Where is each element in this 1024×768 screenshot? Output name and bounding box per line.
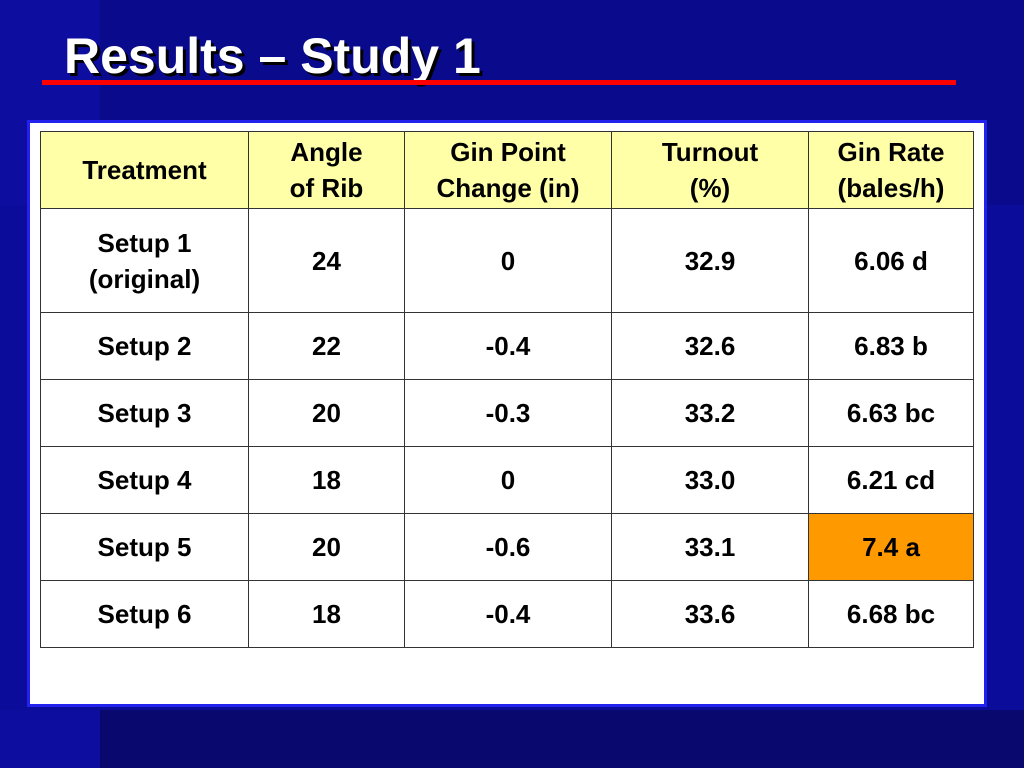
table-row: Setup 3 20 -0.3 33.2 6.63 bc (40, 379, 974, 447)
cell-angle: 18 (248, 580, 405, 648)
header-gin-point-change-label: Gin Point Change (in) (436, 137, 580, 203)
cell-gin-rate: 6.83 b (808, 312, 974, 380)
cell-turnout: 33.6 (611, 580, 809, 648)
title-underline (42, 80, 956, 85)
cell-treatment: Setup 5 (40, 513, 249, 581)
table-row: Setup 6 18 -0.4 33.6 6.68 bc (40, 580, 974, 648)
cell-gin-point-change: -0.3 (404, 379, 612, 447)
cell-gin-rate: 6.68 bc (808, 580, 974, 648)
table-row: Setup 5 20 -0.6 33.1 7.4 a (40, 513, 974, 581)
table-row: Setup 4 18 0 33.0 6.21 cd (40, 446, 974, 514)
header-angle-of-rib: Angle of Rib (248, 131, 405, 209)
cell-gin-point-change: 0 (404, 208, 612, 313)
header-treatment: Treatment (40, 131, 249, 209)
header-treatment-label: Treatment (82, 155, 207, 185)
cell-treatment: Setup 3 (40, 379, 249, 447)
slide-title: Results – Study 1 (64, 28, 481, 84)
cell-angle: 20 (248, 513, 405, 581)
cell-gin-rate: 6.63 bc (808, 379, 974, 447)
cell-turnout: 32.6 (611, 312, 809, 380)
cell-angle: 20 (248, 379, 405, 447)
cell-gin-point-change: -0.4 (404, 312, 612, 380)
header-gin-point-change: Gin Point Change (in) (404, 131, 612, 209)
table-header-row: Treatment Angle of Rib Gin Point Change … (40, 131, 974, 209)
cell-text: Setup 1 (original) (88, 227, 201, 294)
header-gin-rate: Gin Rate (bales/h) (808, 131, 974, 209)
cell-treatment: Setup 6 (40, 580, 249, 648)
header-turnout-label: Turnout (%) (661, 137, 759, 203)
cell-turnout: 33.2 (611, 379, 809, 447)
header-angle-of-rib-label: Angle of Rib (289, 137, 364, 203)
cell-treatment: Setup 1 (original) (40, 208, 249, 313)
cell-gin-rate: 6.06 d (808, 208, 974, 313)
cell-gin-rate: 6.21 cd (808, 446, 974, 514)
cell-angle: 18 (248, 446, 405, 514)
cell-gin-point-change: -0.6 (404, 513, 612, 581)
table-panel: Treatment Angle of Rib Gin Point Change … (27, 120, 987, 707)
cell-treatment: Setup 2 (40, 312, 249, 380)
cell-turnout: 33.1 (611, 513, 809, 581)
header-turnout: Turnout (%) (611, 131, 809, 209)
cell-gin-point-change: -0.4 (404, 580, 612, 648)
background-band-bottom (100, 710, 1024, 768)
table-row: Setup 2 22 -0.4 32.6 6.83 b (40, 312, 974, 380)
table-row: Setup 1 (original) 24 0 32.9 6.06 d (40, 208, 974, 313)
header-gin-rate-label: Gin Rate (bales/h) (837, 137, 945, 203)
cell-turnout: 32.9 (611, 208, 809, 313)
cell-treatment: Setup 4 (40, 446, 249, 514)
cell-angle: 22 (248, 312, 405, 380)
cell-gin-point-change: 0 (404, 446, 612, 514)
cell-gin-rate-highlighted: 7.4 a (808, 513, 974, 581)
cell-angle: 24 (248, 208, 405, 313)
results-table: Treatment Angle of Rib Gin Point Change … (40, 131, 974, 648)
cell-turnout: 33.0 (611, 446, 809, 514)
